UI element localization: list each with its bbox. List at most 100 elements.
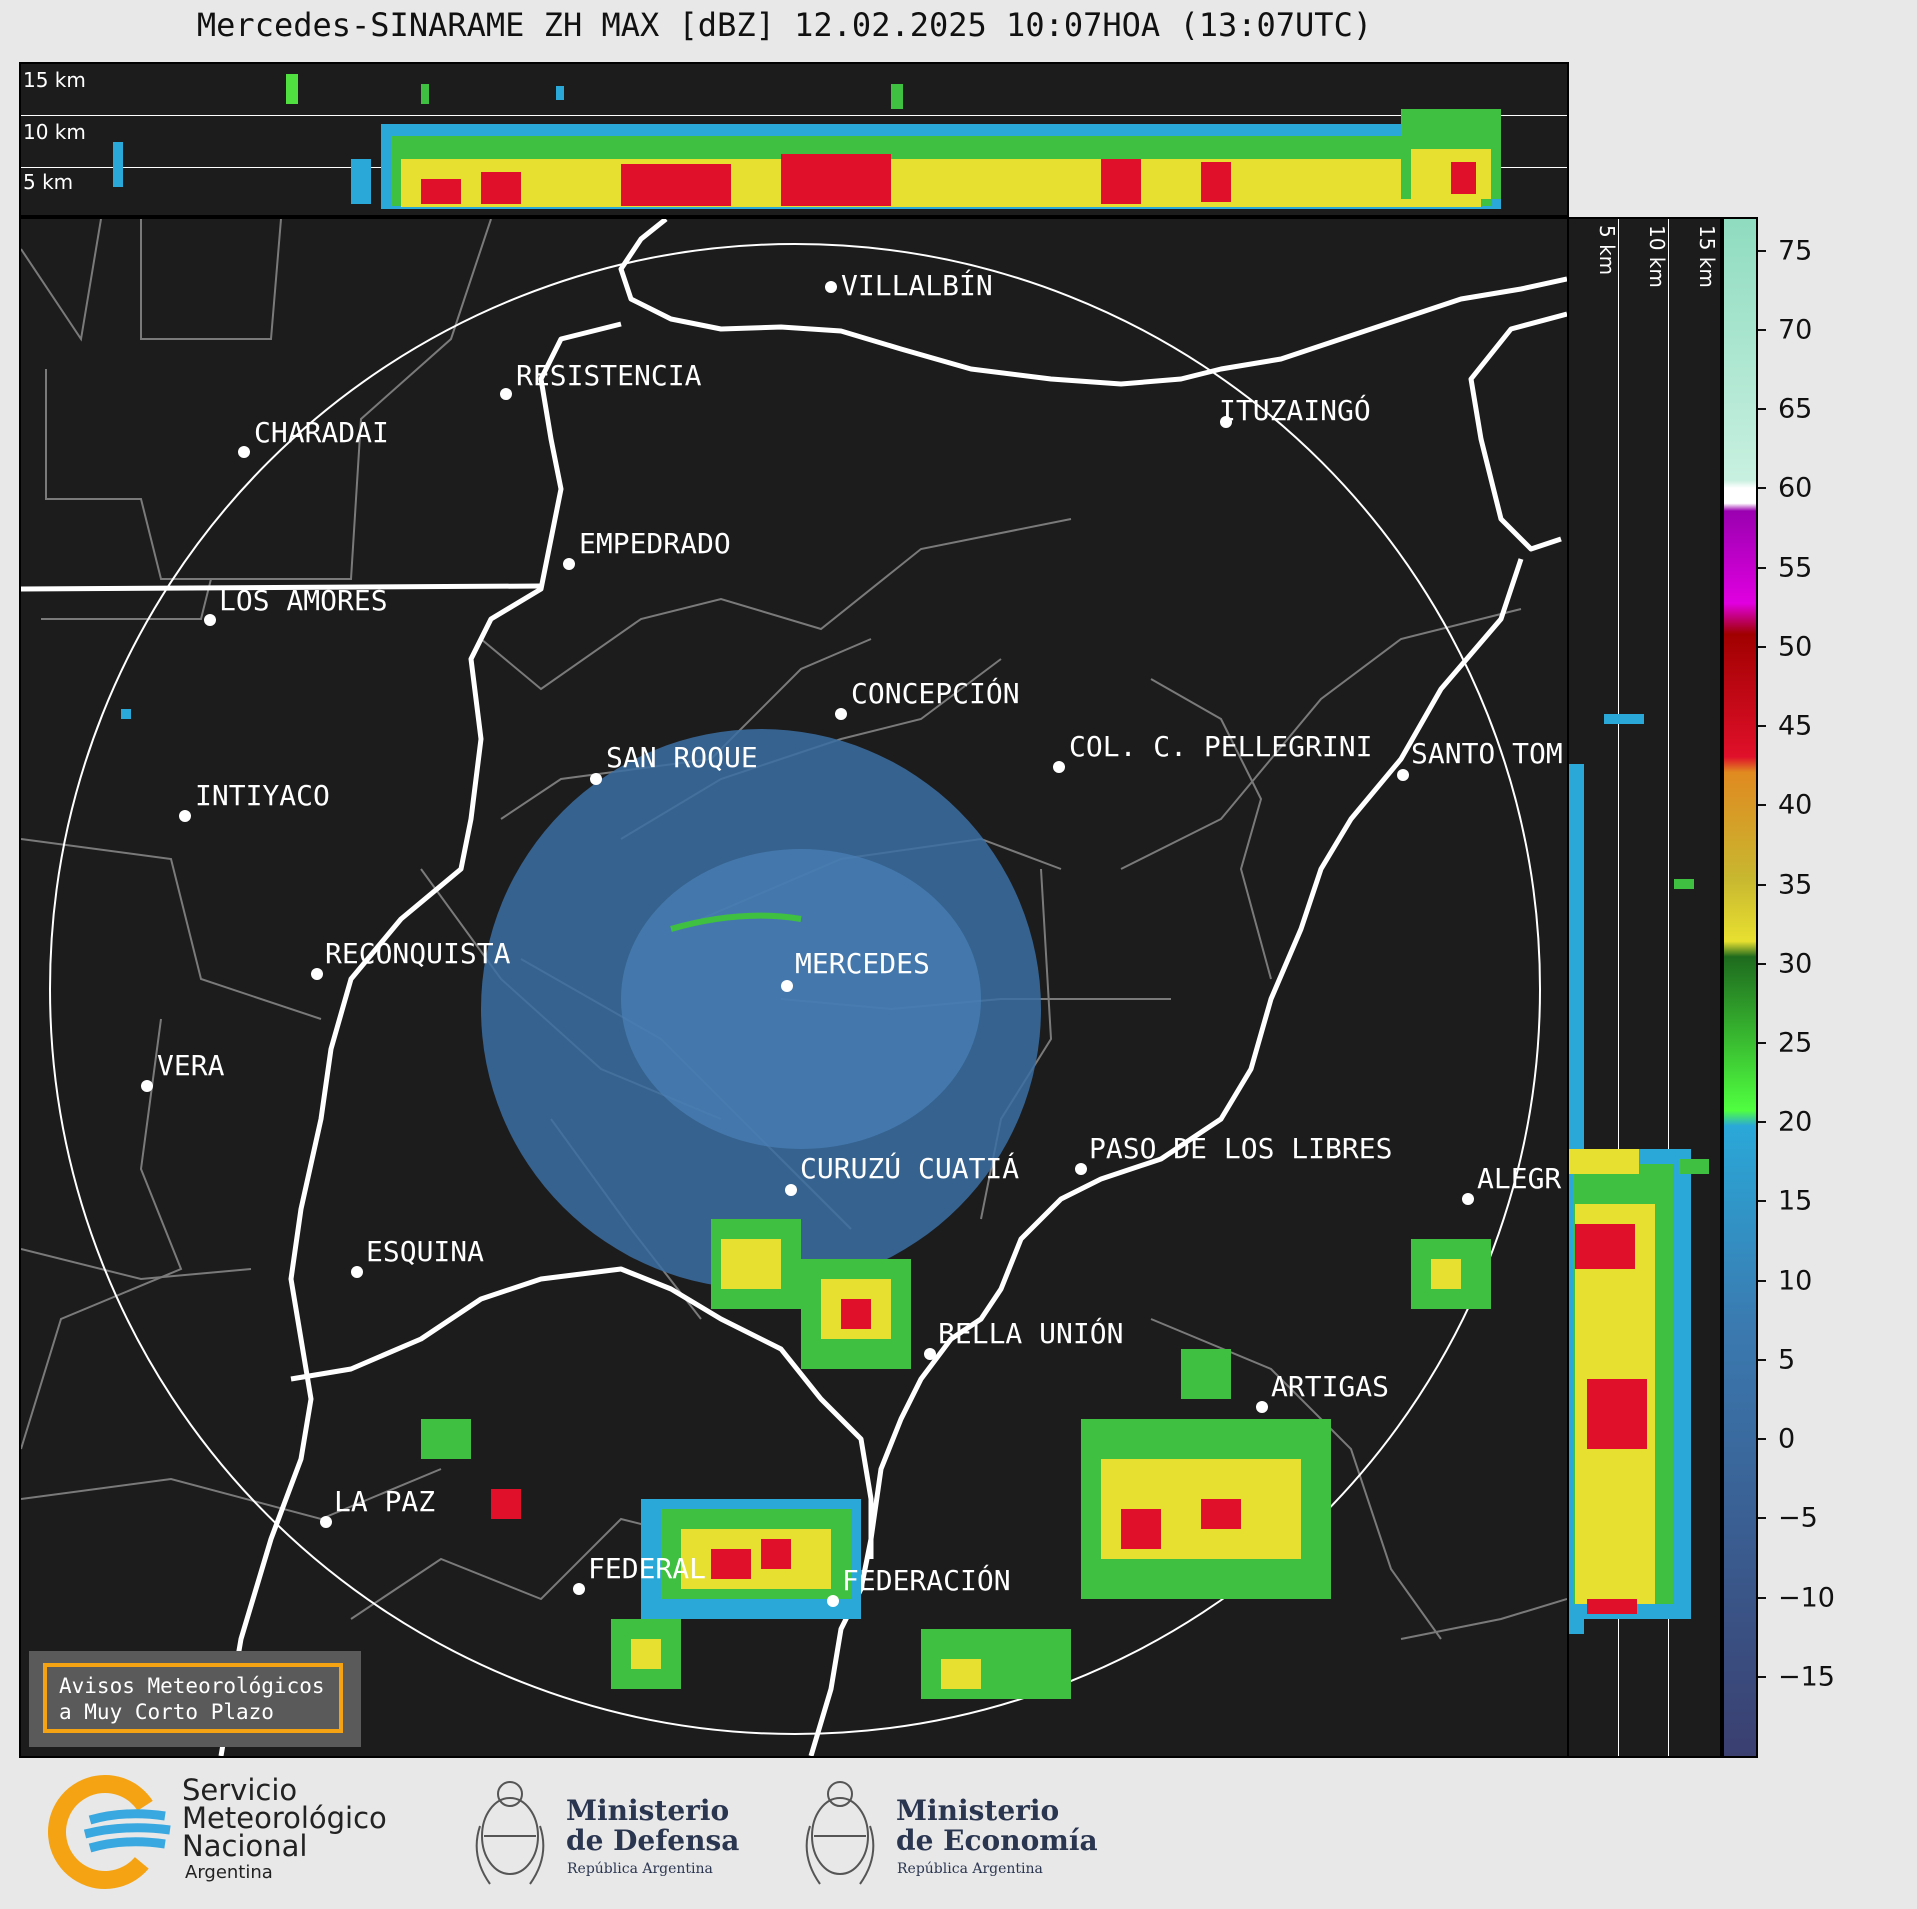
colorbar-tick-label: 30	[1778, 948, 1813, 980]
side-alt-label-10km: 10 km	[1645, 225, 1669, 288]
city-dot	[827, 1595, 839, 1607]
colorbar-tick-label: −15	[1778, 1661, 1835, 1693]
colorbar-tick-label: 35	[1778, 869, 1813, 900]
city-label: LA PAZ	[334, 1485, 436, 1518]
city-label: RECONQUISTA	[325, 937, 511, 970]
economia-line-2: de Economía	[896, 1824, 1098, 1857]
top-echo-profile	[113, 74, 1501, 209]
colorbar-tick-mark	[1758, 1041, 1766, 1044]
colorbar-tick-mark	[1758, 487, 1766, 490]
warning-box[interactable]: Avisos Meteorológicos a Muy Corto Plazo	[29, 1651, 361, 1747]
city-label: CURUZÚ CUATIÁ	[800, 1152, 1020, 1185]
colorbar-tick-label: 70	[1778, 314, 1813, 346]
smn-line-3: Nacional	[182, 1829, 308, 1863]
colorbar-tick-mark	[1758, 804, 1766, 807]
city-label: EMPEDRADO	[579, 527, 731, 560]
city-dot	[179, 810, 191, 822]
city-dot	[1075, 1163, 1087, 1175]
side-cross-section: 5 km 10 km 15 km	[1569, 217, 1722, 1758]
city-dot	[238, 446, 250, 458]
smn-logo-icon	[48, 1775, 171, 1889]
colorbar-tick-label: 40	[1778, 789, 1813, 821]
city-label: MERCEDES	[795, 947, 930, 980]
city-dot	[141, 1080, 153, 1092]
colorbar-tick-label: −10	[1778, 1582, 1835, 1614]
alt-line-10km	[21, 115, 1567, 116]
city-label: RESISTENCIA	[516, 359, 702, 392]
city-dot	[785, 1184, 797, 1196]
city-dot	[204, 614, 216, 626]
colorbar-tick-label: 55	[1778, 552, 1813, 584]
city-label: CHARADAI	[254, 416, 389, 449]
colorbar-tick-mark	[1758, 962, 1766, 965]
colorbar-tick-mark	[1758, 1279, 1766, 1282]
warning-line-2: a Muy Corto Plazo	[59, 1700, 274, 1724]
city-dot	[1053, 761, 1065, 773]
colorbar-tick-label: −5	[1778, 1502, 1818, 1534]
warning-box-frame: Avisos Meteorológicos a Muy Corto Plazo	[43, 1663, 343, 1733]
colorbar-tick-label: 5	[1778, 1344, 1796, 1376]
defensa-name: Ministerio de Defensa	[566, 1796, 739, 1856]
range-ring	[49, 243, 1541, 1735]
warning-line-1: Avisos Meteorológicos	[59, 1674, 325, 1698]
city-dot	[924, 1348, 936, 1360]
colorbar-tick-mark	[1758, 883, 1766, 886]
colorbar-tick-mark	[1758, 1438, 1766, 1441]
side-alt-line-5km	[1618, 219, 1619, 1756]
city-dot	[351, 1266, 363, 1278]
colorbar-tick-mark	[1758, 645, 1766, 648]
city-label: SAN ROQUE	[606, 741, 758, 774]
city-label: ESQUINA	[366, 1235, 485, 1268]
colorbar-tick-mark	[1758, 1675, 1766, 1678]
colorbar-gradient	[1724, 219, 1756, 1756]
colorbar-tick-label: 0	[1778, 1423, 1796, 1455]
side-echo-profile	[1569, 714, 1709, 1634]
city-label: CONCEPCIÓN	[851, 677, 1020, 710]
smn-country: Argentina	[185, 1862, 273, 1883]
side-alt-label-15km: 15 km	[1695, 225, 1719, 288]
colorbar-tick-mark	[1758, 725, 1766, 728]
economia-sub: República Argentina	[897, 1861, 1043, 1877]
alt-label-15km: 15 km	[23, 68, 86, 92]
colorbar-tick-label: 75	[1778, 235, 1813, 267]
chart-title: Mercedes-SINARAME ZH MAX [dBZ] 12.02.202…	[196, 6, 1373, 44]
colorbar-tick-label: 15	[1778, 1185, 1813, 1217]
city-label: ALEGR	[1477, 1162, 1562, 1195]
city-label: FEDERAL	[588, 1552, 707, 1585]
smn-name: Servicio Meteorológico Nacional	[182, 1776, 387, 1863]
city-label: ITUZAINGÓ	[1219, 394, 1371, 427]
city-dot	[311, 968, 323, 980]
city-dot	[1462, 1193, 1474, 1205]
map-svg	[21, 219, 1567, 1756]
colorbar-tick-mark	[1758, 1358, 1766, 1361]
economia-name: Ministerio de Economía	[896, 1796, 1098, 1856]
colorbar-tick-mark	[1758, 328, 1766, 331]
city-dot	[563, 558, 575, 570]
city-dot	[781, 980, 793, 992]
radar-map[interactable]: VILLALBÍN RESISTENCIA CHARADAI ITUZAINGÓ…	[19, 217, 1569, 1758]
city-label: SANTO TOM	[1411, 737, 1563, 770]
city-dot	[825, 281, 837, 293]
city-dot	[1397, 769, 1409, 781]
footer-logos: Servicio Meteorológico Nacional Argentin…	[0, 1758, 1917, 1909]
top-cross-section: 15 km 10 km 5 km	[19, 62, 1569, 217]
economia-line-1: Ministerio	[896, 1794, 1060, 1827]
defensa-coat-of-arms-icon	[475, 1781, 545, 1885]
city-dot	[573, 1583, 585, 1595]
city-dot	[500, 388, 512, 400]
colorbar-tick-label: 25	[1778, 1027, 1813, 1059]
defensa-sub: República Argentina	[567, 1861, 713, 1877]
colorbar-tick-label: 60	[1778, 472, 1813, 504]
side-alt-label-5km: 5 km	[1595, 225, 1619, 276]
city-dot	[1220, 416, 1232, 428]
economia-coat-of-arms-icon	[805, 1781, 875, 1885]
alt-label-10km: 10 km	[23, 120, 86, 144]
smn-line-2: Meteorológico	[182, 1801, 387, 1835]
city-dot	[1256, 1401, 1268, 1413]
colorbar-tick-label: 65	[1778, 393, 1813, 425]
defensa-line-2: de Defensa	[566, 1824, 740, 1857]
colorbar	[1722, 217, 1758, 1758]
city-label: VILLALBÍN	[841, 269, 993, 302]
city-label: FEDERACIÓN	[842, 1564, 1011, 1597]
city-label: PASO DE LOS LIBRES	[1089, 1132, 1393, 1165]
